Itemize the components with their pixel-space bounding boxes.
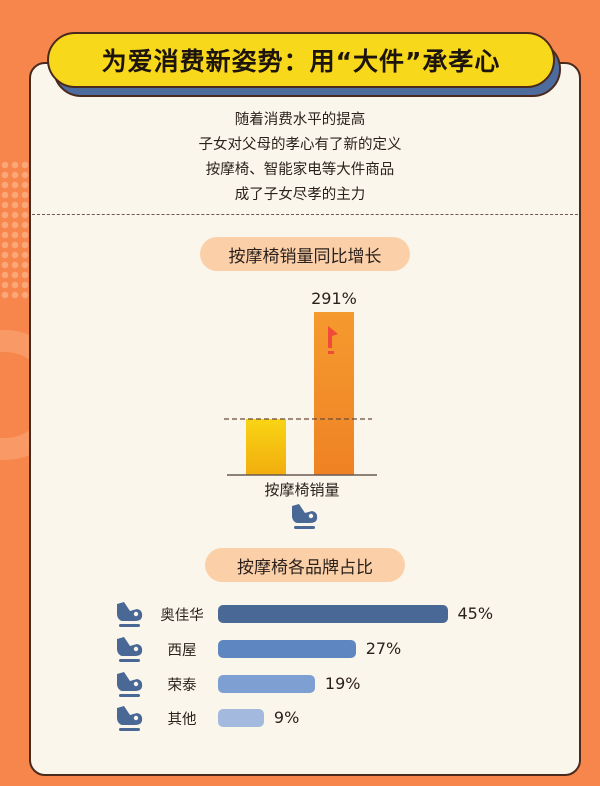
chart2-title: 按摩椅各品牌占比 (205, 548, 405, 582)
massage-chair-icon (288, 502, 320, 530)
massage-chair-icon (113, 670, 145, 698)
decor-dots (0, 160, 30, 300)
intro-line: 按摩椅、智能家电等大件商品 (205, 162, 395, 178)
brand-share-label: 9% (273, 708, 300, 727)
growth-data-label: 291% (311, 289, 357, 308)
intro-line: 随着消费水平的提高 (234, 112, 366, 128)
massage-chair-icon (113, 635, 145, 663)
brand-label: 其他 (167, 712, 197, 728)
brand-label: 荣泰 (167, 678, 197, 694)
up-arrow-icon (328, 351, 334, 354)
growth-bar (246, 418, 286, 475)
brand-label: 西屋 (167, 643, 197, 659)
brand-share-bar (218, 709, 264, 727)
brand-share-label: 19% (324, 674, 361, 693)
brand-share-label: 45% (457, 604, 494, 623)
brand-share-bar (218, 640, 356, 658)
brand-share-bar (218, 675, 315, 693)
intro-line: 子女对父母的孝心有了新的定义 (198, 137, 402, 153)
massage-chair-icon (113, 704, 145, 732)
divider (32, 214, 578, 215)
chart1-title: 按摩椅销量同比增长 (200, 237, 410, 271)
brand-share-bar (218, 605, 448, 623)
brand-label: 奥佳华 (160, 608, 204, 624)
x-axis-label: 按摩椅销量 (264, 481, 339, 499)
intro-line: 成了子女尽孝的主力 (234, 187, 366, 203)
massage-chair-icon (113, 600, 145, 628)
brand-share-label: 27% (365, 639, 402, 658)
growth-bar (314, 312, 354, 475)
page-title: 为爱消费新姿势：用“大件”承孝心 (47, 32, 555, 88)
intro-text: 随着消费水平的提高 子女对父母的孝心有了新的定义 按摩椅、智能家电等大件商品 成… (40, 108, 560, 208)
up-arrow-icon (328, 326, 338, 348)
